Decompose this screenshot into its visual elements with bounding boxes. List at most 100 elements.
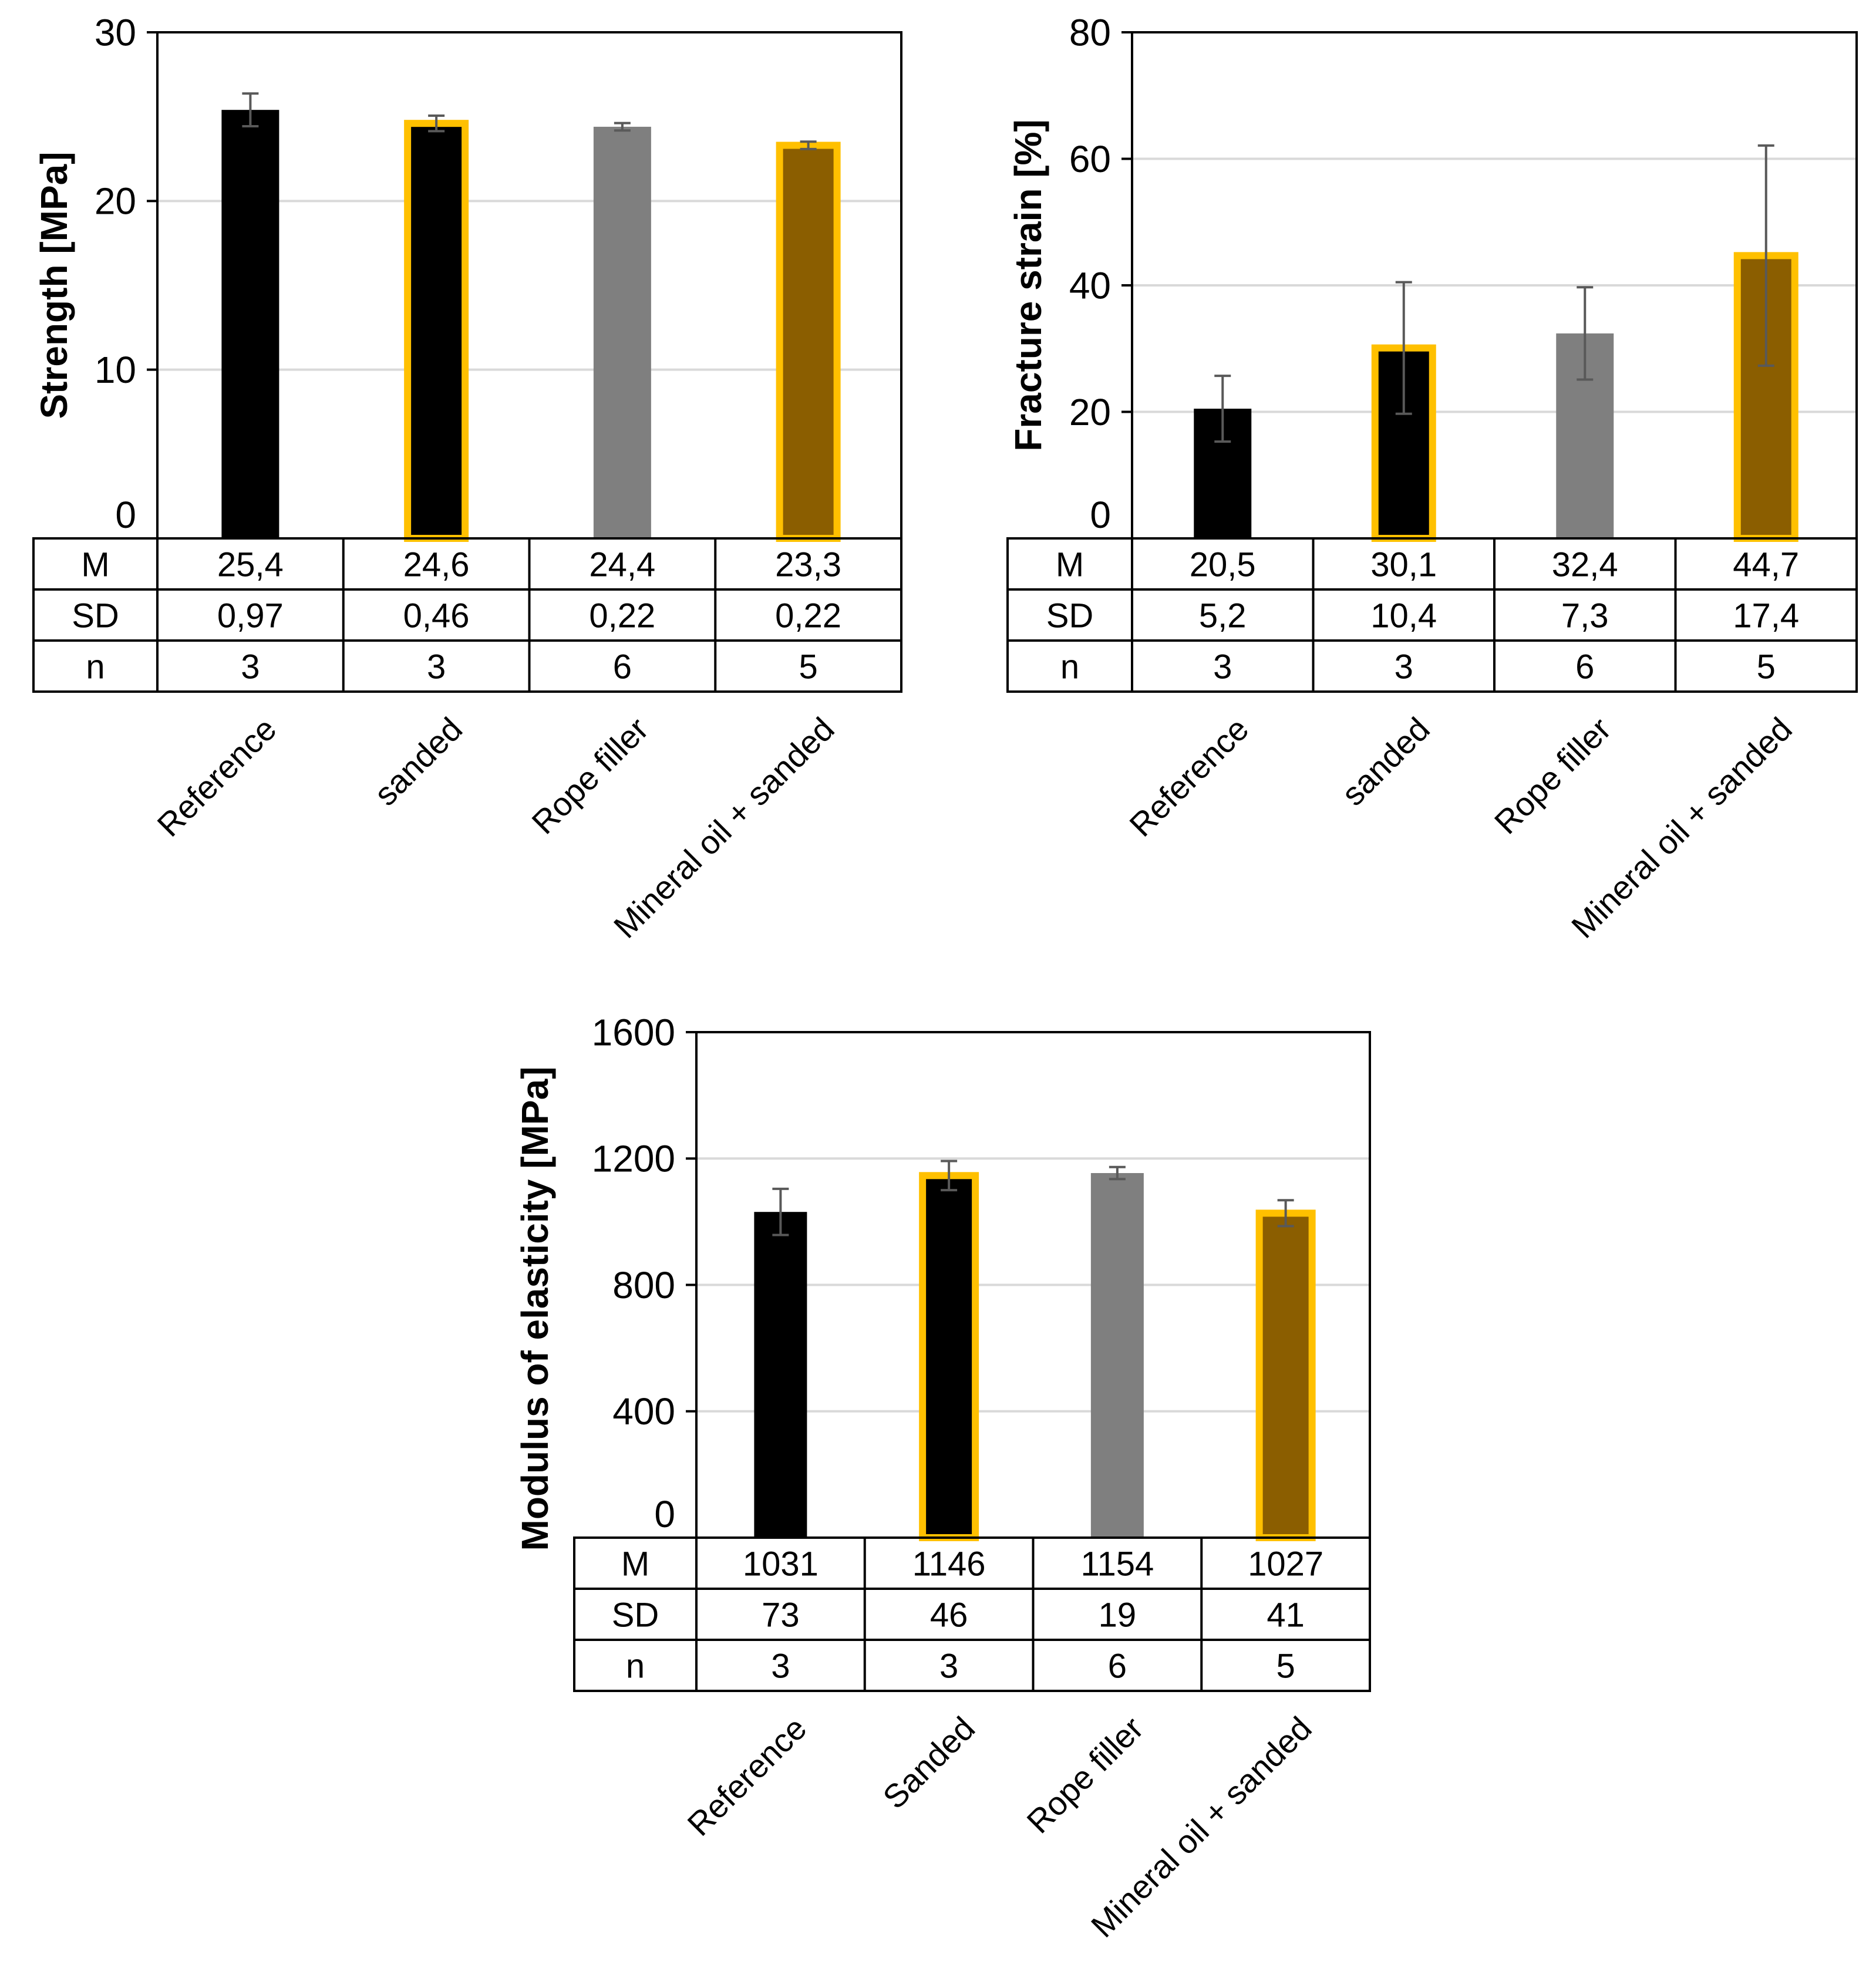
bar-mineral-oil-sanded <box>776 141 841 542</box>
table-cell: 5 <box>799 648 817 686</box>
table-cell: 17,4 <box>1733 597 1799 635</box>
error-bar <box>428 114 445 133</box>
table-cell: 1146 <box>912 1545 986 1583</box>
table-cell: 5 <box>1276 1647 1295 1685</box>
table-cell: 3 <box>427 648 446 686</box>
data-table: M 25,4 24,6 24,4 23,3 SD 0,97 0,46 0,22 0,22 n 3 3 6 5 <box>32 537 902 693</box>
y-tick-label: 20 <box>95 180 136 223</box>
table-cell: 24,4 <box>589 545 655 584</box>
x-category-label: Reference <box>150 710 283 844</box>
table-row-label: n <box>1060 648 1079 686</box>
table-cell: 25,4 <box>217 545 284 584</box>
bar-rope-filler <box>593 126 651 538</box>
strength-chart: 0 10 20 30 Strength [MPa] M 25,4 24,6 24,4 23,3 SD… <box>32 11 902 945</box>
table-cell: 44,7 <box>1733 545 1799 584</box>
table-cell: 24,6 <box>403 545 470 584</box>
table-row-label: n <box>626 1647 645 1685</box>
x-category-label: Reference <box>1122 710 1255 844</box>
table-cell: 3 <box>241 648 260 686</box>
table-row-label: SD <box>72 597 119 635</box>
y-axis-label: Modulus of elasticity [MPa] <box>514 1067 556 1551</box>
table-cell: 32,4 <box>1552 545 1618 584</box>
x-category-label: Sanded <box>875 1710 982 1816</box>
data-table: M 1031 1146 1154 1027 SD 73 46 19 41 n 3 3 6 5 <box>573 1536 1371 1692</box>
table-cell: 7,3 <box>1561 597 1609 635</box>
error-bar <box>1395 281 1412 415</box>
y-tick-label: 30 <box>95 11 136 53</box>
table-cell: 6 <box>1575 648 1594 686</box>
table-row-label: M <box>1056 545 1084 584</box>
y-tick-label: 0 <box>654 1493 675 1535</box>
table-row-label: M <box>621 1545 649 1583</box>
table-cell: 6 <box>1108 1647 1127 1685</box>
table-border <box>32 537 902 693</box>
y-tick-label: 80 <box>1069 11 1111 53</box>
error-bar <box>1277 1199 1294 1228</box>
table-cell: 3 <box>1395 648 1413 686</box>
x-category-label: Rope filler <box>1019 1710 1150 1841</box>
bar-rope-filler <box>1090 1173 1144 1538</box>
error-bar <box>800 140 817 150</box>
table-border <box>1006 537 1858 693</box>
error-bar <box>772 1187 789 1236</box>
table-cell: 1154 <box>1081 1545 1154 1583</box>
y-tick-label: 1200 <box>592 1138 675 1180</box>
table-cell: 3 <box>939 1647 958 1685</box>
error-bar <box>1757 144 1774 367</box>
table-cell: 5 <box>1757 648 1776 686</box>
table-row-label: SD <box>1046 597 1094 635</box>
error-bar <box>1577 286 1594 381</box>
y-tick-label: 400 <box>612 1390 675 1433</box>
y-axis-label: Strength [MPa] <box>33 151 75 419</box>
bar-mineral-oil-sanded <box>1255 1209 1316 1542</box>
y-tick-label: 800 <box>612 1264 675 1306</box>
table-cell: 23,3 <box>775 545 841 584</box>
table-cell: 6 <box>613 648 632 686</box>
table-cell: 0,22 <box>589 597 655 635</box>
x-category-label: Rope filler <box>524 710 655 841</box>
table-cell: 73 <box>762 1596 800 1634</box>
table-cell: 30,1 <box>1370 545 1437 584</box>
modulus-chart: 0 400 800 1200 1600 Modulus of elasticity [MP… <box>514 1011 1371 1945</box>
y-tick-label: 1600 <box>592 1011 675 1053</box>
y-tick-label: 60 <box>1069 138 1111 180</box>
y-tick-label: 0 <box>1090 494 1111 536</box>
table-cell: 46 <box>930 1596 968 1634</box>
y-tick-label: 20 <box>1069 391 1111 433</box>
error-bar <box>941 1160 958 1192</box>
table-cell: 41 <box>1267 1596 1305 1634</box>
table-cell: 20,5 <box>1190 545 1256 584</box>
error-bar <box>1214 375 1231 443</box>
x-category-label: Rope filler <box>1487 710 1618 841</box>
bar-sanded <box>919 1172 979 1541</box>
y-axis-label: Fracture strain [%] <box>1007 119 1049 451</box>
data-table: M 20,5 30,1 32,4 44,7 SD 5,2 10,4 7,3 17,4 n 3 3 6 5 <box>1006 537 1858 693</box>
error-bar <box>1109 1165 1126 1181</box>
x-category-label: sanded <box>1334 710 1436 813</box>
table-cell: 0,97 <box>217 597 284 635</box>
table-border <box>573 1536 1371 1692</box>
bar-reference <box>221 110 279 538</box>
table-cell: 5,2 <box>1199 597 1247 635</box>
y-tick-label: 40 <box>1069 264 1111 306</box>
table-row-label: n <box>86 648 105 686</box>
bar-reference <box>754 1212 807 1538</box>
table-cell: 10,4 <box>1370 597 1437 635</box>
table-cell: 19 <box>1099 1596 1137 1634</box>
fracture-strain-chart: 0 20 40 60 80 Fracture strain [%] M 20,5 30,1 32,… <box>1006 11 1858 945</box>
y-tick-label: 0 <box>115 494 136 536</box>
table-cell: 0,46 <box>403 597 470 635</box>
table-cell: 0,22 <box>775 597 841 635</box>
table-cell: 1031 <box>743 1545 819 1583</box>
error-bar <box>614 122 631 132</box>
y-tick-label: 10 <box>95 349 136 391</box>
table-cell: 3 <box>771 1647 790 1685</box>
table-cell: 3 <box>1213 648 1232 686</box>
table-row-label: SD <box>612 1596 659 1634</box>
x-category-label: sanded <box>367 710 469 813</box>
table-row-label: M <box>81 545 109 584</box>
error-bar <box>242 92 259 128</box>
table-cell: 1027 <box>1248 1545 1323 1583</box>
bar-sanded <box>404 120 469 542</box>
